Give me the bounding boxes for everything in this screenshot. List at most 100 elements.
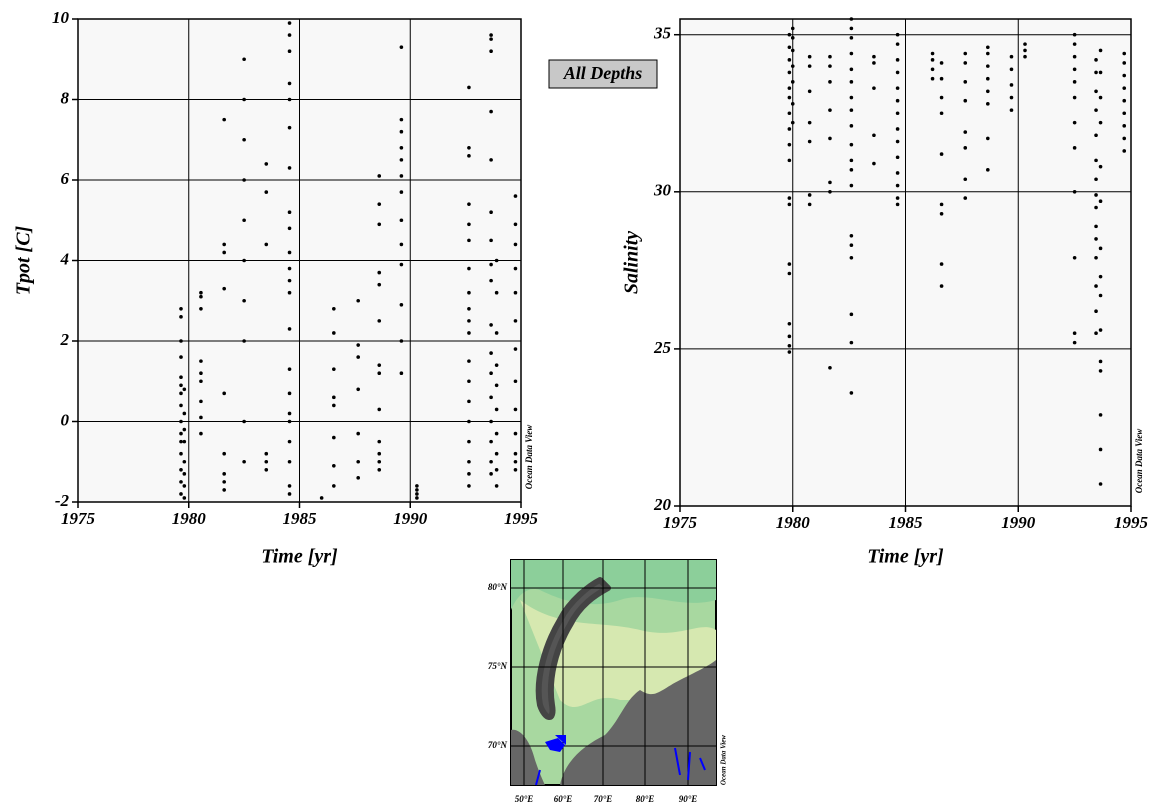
data-point xyxy=(183,460,187,464)
data-point xyxy=(495,468,499,472)
data-point xyxy=(467,146,471,150)
data-point xyxy=(514,222,518,226)
data-point xyxy=(467,202,471,206)
data-point xyxy=(467,379,471,383)
data-point xyxy=(377,440,381,444)
data-point xyxy=(514,291,518,295)
data-point xyxy=(377,363,381,367)
data-point xyxy=(242,259,246,263)
data-point xyxy=(377,319,381,323)
y-axis-title: Tpot [C] xyxy=(13,225,35,295)
data-point xyxy=(467,86,471,90)
data-point xyxy=(828,366,832,370)
data-point xyxy=(788,196,792,200)
data-point xyxy=(986,102,990,106)
data-point xyxy=(288,367,292,371)
data-point xyxy=(288,267,292,271)
data-point xyxy=(495,331,499,335)
data-point xyxy=(850,27,854,31)
data-point xyxy=(264,190,268,194)
data-point xyxy=(1010,83,1014,87)
data-point xyxy=(788,159,792,163)
y-tick-label: 6 xyxy=(61,169,70,188)
data-point xyxy=(1073,42,1077,46)
data-point xyxy=(467,484,471,488)
data-point xyxy=(514,408,518,412)
map-lat-label: 75°N xyxy=(488,661,508,671)
data-point xyxy=(183,440,187,444)
data-point xyxy=(1073,146,1077,150)
data-point xyxy=(183,496,187,500)
data-point xyxy=(222,488,226,492)
data-point xyxy=(183,388,187,392)
data-point xyxy=(896,171,900,175)
y-tick-label: 10 xyxy=(52,8,70,27)
data-point xyxy=(1122,124,1126,128)
data-point xyxy=(791,80,795,84)
data-point xyxy=(199,379,203,383)
data-point xyxy=(332,404,336,408)
data-point xyxy=(288,291,292,295)
data-point xyxy=(489,460,493,464)
data-point xyxy=(400,339,404,343)
data-point xyxy=(242,460,246,464)
data-point xyxy=(828,190,832,194)
data-point xyxy=(1094,237,1098,241)
data-point xyxy=(828,64,832,68)
data-point xyxy=(288,420,292,424)
data-point xyxy=(788,322,792,326)
data-point xyxy=(489,210,493,214)
data-point xyxy=(828,108,832,112)
data-point xyxy=(896,86,900,90)
data-point xyxy=(400,174,404,178)
data-point xyxy=(1073,33,1077,37)
data-point xyxy=(850,184,854,188)
data-point xyxy=(489,351,493,355)
data-point xyxy=(467,319,471,323)
data-point xyxy=(1099,96,1103,100)
data-point xyxy=(242,420,246,424)
y-tick-label: 2 xyxy=(60,330,70,349)
data-point xyxy=(1122,99,1126,103)
data-point xyxy=(1073,331,1077,335)
map-lat-label: 70°N xyxy=(488,740,508,750)
data-point xyxy=(288,492,292,496)
data-point xyxy=(377,408,381,412)
data-point xyxy=(940,262,944,266)
data-point xyxy=(850,256,854,260)
data-point xyxy=(514,243,518,247)
data-point xyxy=(467,222,471,226)
data-point xyxy=(332,307,336,311)
data-point xyxy=(377,452,381,456)
data-point xyxy=(179,480,183,484)
data-point xyxy=(179,440,183,444)
data-point xyxy=(242,98,246,102)
data-point xyxy=(1094,89,1098,93)
data-point xyxy=(1099,71,1103,75)
data-point xyxy=(179,452,183,456)
data-point xyxy=(788,350,792,354)
data-point xyxy=(489,420,493,424)
data-point xyxy=(400,243,404,247)
data-point xyxy=(495,484,499,488)
watermark: Ocean Data View xyxy=(720,735,728,785)
data-point xyxy=(1094,331,1098,335)
data-point xyxy=(896,58,900,62)
data-point xyxy=(1099,49,1103,53)
data-point xyxy=(183,428,187,432)
data-point xyxy=(222,251,226,255)
data-point xyxy=(896,111,900,115)
data-point xyxy=(896,203,900,207)
data-point xyxy=(288,327,292,331)
data-point xyxy=(1094,71,1098,75)
data-point xyxy=(940,152,944,156)
data-point xyxy=(1094,58,1098,62)
data-point xyxy=(986,168,990,172)
data-point xyxy=(489,49,493,53)
data-point xyxy=(489,396,493,400)
data-point xyxy=(1099,247,1103,251)
data-point xyxy=(963,52,967,56)
data-point xyxy=(986,77,990,81)
data-point xyxy=(872,133,876,137)
data-point xyxy=(489,110,493,114)
